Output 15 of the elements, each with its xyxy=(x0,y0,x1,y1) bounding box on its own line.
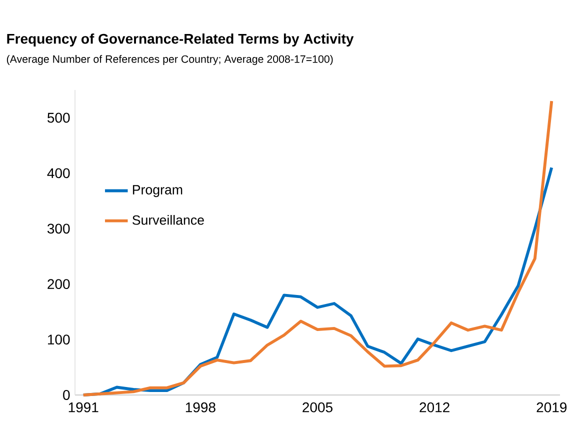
chart-title: Frequency of Governance-Related Terms by Activity xyxy=(7,33,354,47)
y-tick-label: 500 xyxy=(48,112,70,123)
x-tick-label: 2005 xyxy=(302,402,332,412)
legend-label: Program xyxy=(132,185,182,198)
x-tick-label: 1991 xyxy=(68,402,98,412)
chart-subtitle: (Average Number of References per Country; Average 2008-17=100) xyxy=(6,55,333,65)
y-tick-label: 400 xyxy=(47,168,70,178)
y-tick-label: 200 xyxy=(48,279,70,290)
y-tick-label: 100 xyxy=(48,334,70,345)
legend-label: Surveillance xyxy=(132,214,204,225)
x-tick-label: 2012 xyxy=(420,402,450,412)
x-tick-label: 2019 xyxy=(536,402,567,412)
x-tick-label: 1998 xyxy=(186,402,216,412)
y-tick-label: 300 xyxy=(47,224,70,234)
y-tick-label: 0 xyxy=(63,390,70,400)
